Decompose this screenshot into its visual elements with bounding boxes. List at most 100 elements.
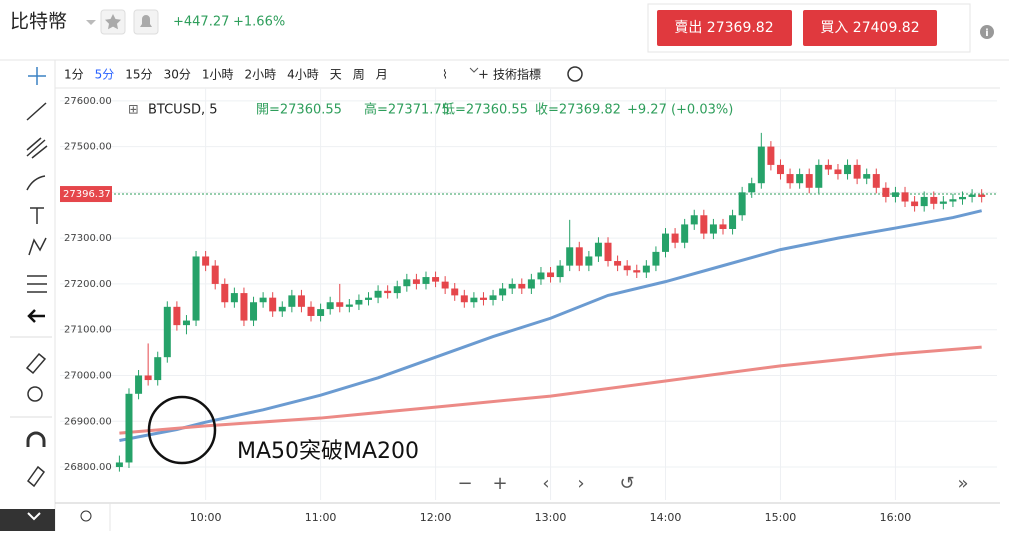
candle-body (882, 187, 890, 197)
candle-body (479, 297, 487, 300)
candle-body (786, 174, 794, 184)
candle-body (250, 302, 258, 321)
candle-type-icon[interactable]: ⌇ (442, 68, 448, 82)
interval-button[interactable]: 1小時 (202, 68, 234, 82)
brush-tool[interactable] (26, 175, 46, 191)
dropdown-icon[interactable] (86, 20, 96, 25)
crosshair-tool[interactable] (28, 67, 46, 85)
info-icon[interactable] (980, 25, 994, 39)
candle-body (767, 146, 775, 165)
fib-tool[interactable] (26, 137, 48, 159)
candle-body (326, 302, 334, 310)
moving-average (119, 345, 982, 435)
interval-button[interactable]: 4小時 (287, 68, 319, 82)
interval-button[interactable]: 30分 (164, 68, 191, 82)
candle-body (527, 279, 535, 289)
candle-body (757, 146, 765, 184)
candle-body (537, 272, 545, 280)
indicator-icon[interactable]: + (478, 68, 489, 83)
info-glyph: i (985, 28, 988, 39)
legend-close: 收=27369.82 (535, 103, 621, 118)
bell-icon (140, 15, 152, 27)
candle-body (518, 283, 526, 289)
magnet-tool[interactable] (26, 431, 46, 447)
candle-body (690, 215, 698, 225)
interval-button[interactable]: 1分 (64, 68, 84, 82)
prediction-tool[interactable] (27, 275, 47, 293)
candle-body (949, 199, 957, 202)
candle-body (623, 265, 631, 271)
candle-body (594, 242, 602, 257)
scroll-end[interactable]: » (957, 473, 968, 494)
legend-change: +9.27 (+0.03%) (627, 103, 733, 118)
collapse-button[interactable] (0, 509, 55, 531)
buy-label: 買入 27409.82 (820, 20, 919, 36)
candle-body (853, 164, 861, 179)
legend-icon[interactable]: ⊞ (128, 103, 139, 118)
candle-body (738, 192, 746, 216)
text-tool[interactable] (30, 207, 44, 224)
x-tick-label: 15:00 (765, 511, 797, 524)
pattern-tool[interactable] (28, 237, 47, 256)
scroll-left[interactable]: ‹ (542, 473, 549, 494)
legend-symbol: BTCUSD, 5 (148, 103, 218, 118)
reset[interactable]: ↺ (619, 473, 634, 494)
candle-body (365, 297, 373, 300)
chart-type-icon[interactable] (469, 67, 479, 73)
candle-body (432, 277, 440, 282)
candle-body (173, 306, 181, 326)
candle-body (815, 164, 823, 188)
scroll-right[interactable]: › (577, 473, 584, 494)
interval-button[interactable]: 周 (353, 68, 365, 82)
candle-body (269, 297, 277, 312)
candle-body (508, 283, 516, 289)
candle-body (652, 251, 660, 266)
candle-body (125, 393, 133, 463)
annotation-circle (147, 395, 217, 465)
buy-button[interactable] (803, 10, 937, 46)
candle-body (154, 357, 162, 381)
candle-body (959, 196, 967, 200)
candle-body (575, 247, 583, 266)
legend-high: 高=27371.75 (364, 102, 450, 118)
interval-button[interactable]: 月 (376, 68, 388, 82)
candle-body (920, 196, 928, 207)
zoom-in[interactable]: + (492, 473, 507, 494)
candle-body (297, 295, 305, 307)
candle-body (614, 261, 622, 266)
candle-body (202, 256, 210, 266)
x-tick-label: 12:00 (420, 511, 452, 524)
candle-body (719, 224, 727, 229)
y-tick-label: 27300.00 (64, 233, 112, 244)
axis-settings-icon[interactable] (80, 510, 92, 522)
measure-tool[interactable] (25, 352, 47, 375)
zoom-tool[interactable] (27, 386, 43, 402)
back-tool[interactable] (27, 309, 45, 323)
zoom-out[interactable]: − (457, 473, 472, 494)
legend-open: 開=27360.55 (256, 103, 342, 118)
candle-body (374, 290, 382, 298)
line-tool[interactable] (26, 102, 47, 121)
interval-button[interactable]: 2小時 (244, 68, 276, 82)
candle-body (968, 194, 976, 197)
candle-body (182, 320, 190, 326)
interval-button[interactable]: 15分 (125, 68, 152, 82)
candle-body (585, 256, 593, 266)
candle-body (700, 215, 708, 234)
price-label: 27396.37 (63, 189, 111, 200)
x-tick-label: 16:00 (880, 511, 912, 524)
lock-tool[interactable] (26, 465, 46, 488)
settings-icon[interactable] (567, 66, 583, 82)
y-tick-label: 27100.00 (64, 325, 112, 336)
interval-button[interactable]: 5分 (95, 68, 115, 82)
plot-area: 26800.00 26900.00 27000.00 27100.00 27200.00… (60, 88, 997, 524)
indicators-button[interactable]: 技術指標 (493, 67, 541, 82)
interval-button[interactable]: 天 (330, 68, 342, 82)
candle-body (384, 290, 392, 294)
x-tick-label: 10:00 (190, 511, 222, 524)
sell-button[interactable] (657, 10, 792, 46)
drawing-tools (25, 67, 48, 488)
candle-body (355, 299, 363, 305)
candle-body (709, 224, 717, 234)
candle-body (489, 295, 497, 300)
